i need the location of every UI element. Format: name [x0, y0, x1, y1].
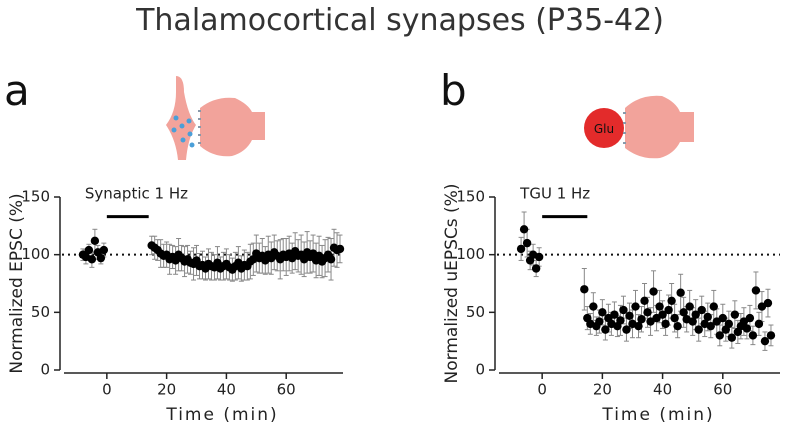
data-point [640, 296, 649, 305]
data-point [87, 255, 97, 264]
x-tick-label: 60 [713, 381, 732, 399]
panel-label: b [440, 66, 467, 115]
data-point [697, 305, 706, 315]
y-tick-label: 50 [466, 303, 485, 321]
x-tick-label: 60 [277, 381, 296, 399]
data-point [748, 331, 758, 340]
x-tick-label: 40 [217, 381, 236, 399]
data-point [709, 302, 718, 311]
data-point [534, 252, 544, 262]
data-point [703, 312, 712, 322]
data-point [655, 302, 664, 311]
data-point [99, 245, 109, 255]
inset-label: Glu [594, 122, 614, 136]
data-point [631, 302, 640, 311]
data-point [715, 331, 724, 340]
data-point [727, 333, 737, 342]
y-tick-label: 50 [31, 303, 50, 321]
data-point [522, 238, 532, 248]
data-point [718, 313, 727, 323]
data-point [751, 286, 761, 295]
x-tick-label: 20 [593, 381, 612, 399]
panel-label: a [4, 66, 30, 115]
data-point [685, 302, 694, 311]
y-tick-label: 150 [21, 188, 50, 206]
data-point [90, 236, 100, 246]
data-point [643, 308, 652, 317]
stimulus-label: TGU 1 Hz [519, 185, 590, 203]
data-point [760, 336, 770, 346]
data-point [96, 253, 106, 263]
uncaging-sketch [584, 95, 694, 159]
data-point [658, 310, 667, 319]
y-tick-label: 0 [40, 361, 50, 379]
figure-title: Thalamocortical synapses (P35-42) [135, 3, 664, 38]
data-point [745, 313, 755, 323]
data-point [679, 308, 688, 317]
data-point [763, 298, 773, 308]
y-tick-label: 0 [475, 361, 485, 379]
data-point [619, 305, 628, 315]
data-point [598, 308, 607, 317]
data-point [676, 288, 685, 297]
data-point [691, 310, 700, 319]
y-axis-label: Normalized EPSC (%) [7, 193, 27, 373]
x-axis-label: Time (min) [165, 405, 278, 425]
data-point [625, 311, 634, 320]
stimulus-label: Synaptic 1 Hz [85, 185, 188, 203]
data-point [595, 317, 604, 326]
x-tick-label: 0 [537, 381, 547, 399]
x-tick-label: 0 [102, 381, 112, 399]
data-point [664, 305, 673, 315]
data-point [742, 324, 752, 333]
data-point [622, 325, 631, 334]
y-tick-label: 100 [21, 245, 50, 263]
y-tick-label: 100 [456, 245, 485, 263]
data-point [637, 315, 646, 324]
data-point [580, 285, 589, 294]
data-point [706, 321, 715, 331]
data-point [326, 255, 336, 264]
data-point [616, 316, 625, 325]
data-point [335, 244, 345, 254]
data-point [516, 244, 526, 254]
data-point [673, 321, 682, 331]
y-tick-label: 150 [456, 188, 485, 206]
data-point [601, 325, 610, 334]
data-point [670, 313, 679, 323]
data-point [531, 264, 541, 273]
x-tick-label: 40 [653, 381, 672, 399]
data-point [634, 321, 643, 331]
data-point [84, 245, 94, 255]
data-point [694, 325, 703, 334]
data-point [688, 317, 697, 326]
data-point [649, 287, 658, 296]
data-point [724, 319, 734, 329]
data-point [667, 296, 676, 305]
data-point [766, 331, 776, 340]
data-point [661, 319, 670, 329]
data-point [589, 302, 598, 311]
data-point [730, 310, 740, 319]
data-point [754, 319, 764, 329]
x-axis-label: Time (min) [601, 405, 714, 425]
data-point [610, 310, 619, 319]
synapse-sketch [166, 76, 265, 160]
x-tick-label: 20 [157, 381, 176, 399]
y-axis-label: Normalized uEPSCs (%) [442, 184, 462, 384]
data-point [519, 225, 529, 234]
